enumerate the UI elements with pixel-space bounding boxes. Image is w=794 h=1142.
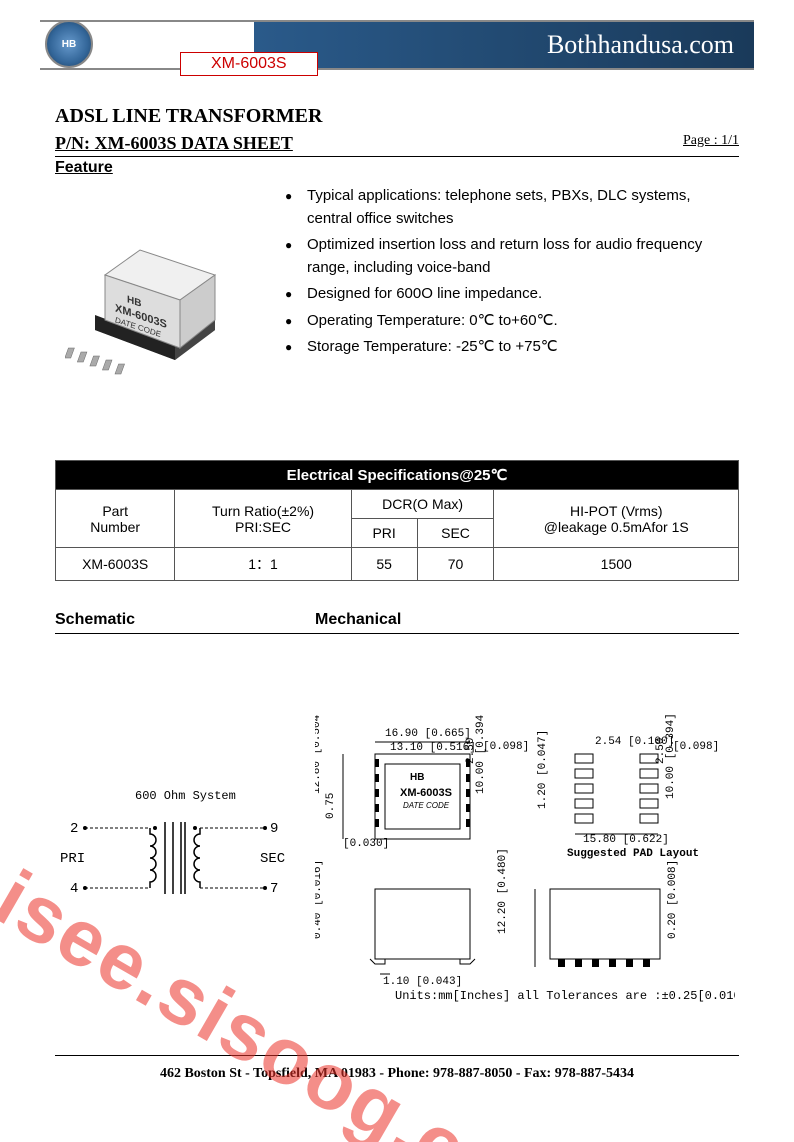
svg-text:0.75: 0.75: [325, 793, 337, 819]
svg-text:0.20 [0.008]: 0.20 [0.008]: [667, 860, 679, 939]
col-part-number: Part Number: [56, 490, 175, 548]
col-turn-ratio: Turn Ratio(±2%) PRI:SEC: [175, 490, 351, 548]
mechanical-label: Mechanical: [315, 611, 401, 629]
svg-text:4: 4: [70, 881, 78, 897]
svg-text:DATE CODE: DATE CODE: [403, 801, 450, 810]
subtitle: P/N: XM-6003S DATA SHEET: [55, 133, 293, 154]
cell-pri: 55: [351, 548, 417, 581]
svg-text:15.80 [0.622]: 15.80 [0.622]: [583, 834, 669, 846]
svg-text:SEC: SEC: [260, 851, 285, 867]
subtitle-row: P/N: XM-6003S DATA SHEET Page : 1/1: [55, 133, 739, 157]
svg-text:[0.098]: [0.098]: [673, 741, 719, 753]
svg-text:16.90 [0.665]: 16.90 [0.665]: [385, 728, 471, 740]
diagrams-row: 600 Ohm System 2 4 PRI 9 7 SEC: [55, 714, 739, 1009]
svg-text:0.40 [0.016]: 0.40 [0.016]: [315, 860, 324, 939]
col-dcr-sec: SEC: [417, 519, 494, 548]
svg-text:2: 2: [70, 821, 78, 837]
svg-text:HB: HB: [410, 772, 424, 783]
svg-text:12.80 [0.504]: 12.80 [0.504]: [315, 714, 323, 794]
table-row: XM-6003S 1：1 55 70 1500: [56, 548, 739, 581]
schematic-system-label: 600 Ohm System: [135, 789, 236, 803]
svg-text:Suggested PAD Layout: Suggested PAD Layout: [567, 848, 699, 860]
col-hipot: HI-POT (Vrms) @leakage 0.5mAfor 1S: [494, 490, 739, 548]
feature-heading: Feature: [55, 159, 739, 177]
cell-ratio: 1：1: [175, 548, 351, 581]
header-bar: HB XM-6003S Bothhandusa.com: [40, 20, 754, 70]
svg-text:[0.030]: [0.030]: [343, 838, 389, 850]
svg-text:XM-6003S: XM-6003S: [400, 787, 452, 799]
svg-text:2.50: 2.50: [465, 738, 477, 764]
svg-text:9: 9: [270, 821, 278, 837]
main-content: ADSL LINE TRANSFORMER P/N: XM-6003S DATA…: [0, 70, 794, 1009]
col-dcr: DCR(O Max): [351, 490, 494, 519]
footer: 462 Boston St - Topsfield, MA 01983 - Ph…: [55, 1055, 739, 1082]
section-labels: Schematic Mechanical: [55, 611, 739, 634]
svg-text:2.50: 2.50: [655, 738, 667, 764]
table-row: Part Number Turn Ratio(±2%) PRI:SEC DCR(…: [56, 490, 739, 519]
feature-list: Typical applications: telephone sets, PB…: [255, 185, 739, 410]
mechanical-diagram: HB XM-6003S DATE CODE 16.90 [0.665] 13.1…: [315, 714, 739, 1009]
feature-row: HB XM-6003S DATE CODE Typical applicatio…: [55, 185, 739, 410]
svg-text:1.10 [0.043]: 1.10 [0.043]: [383, 976, 462, 988]
feature-item: Operating Temperature: 0℃ to+60℃.: [285, 310, 739, 333]
svg-text:13.10 [0.516]: 13.10 [0.516]: [390, 742, 476, 754]
site-url: Bothhandusa.com: [547, 30, 734, 60]
feature-item: Optimized insertion loss and return loss…: [285, 234, 739, 279]
schematic-diagram: 600 Ohm System 2 4 PRI 9 7 SEC: [55, 784, 305, 1009]
logo-text: HB: [62, 39, 76, 50]
cell-sec: 70: [417, 548, 494, 581]
spec-table: Electrical Specifications@25℃ Part Numbe…: [55, 460, 739, 581]
cell-part: XM-6003S: [56, 548, 175, 581]
spec-table-title-row: Electrical Specifications@25℃: [56, 461, 739, 490]
svg-text:12.20 [0.480]: 12.20 [0.480]: [497, 848, 509, 934]
svg-text:[0.098]: [0.098]: [483, 741, 529, 753]
svg-text:PRI: PRI: [60, 851, 85, 867]
product-image: HB XM-6003S DATE CODE: [55, 210, 255, 410]
schematic-label: Schematic: [55, 611, 315, 629]
svg-text:Units:mm[Inches] all Tolerance: Units:mm[Inches] all Tolerances are :±0.…: [395, 989, 735, 1003]
feature-item: Typical applications: telephone sets, PB…: [285, 185, 739, 230]
svg-text:7: 7: [270, 881, 278, 897]
col-dcr-pri: PRI: [351, 519, 417, 548]
feature-item: Storage Temperature: -25℃ to +75℃: [285, 336, 739, 359]
feature-item: Designed for 600O line impedance.: [285, 283, 739, 306]
spec-table-title: Electrical Specifications@25℃: [56, 461, 739, 490]
svg-text:1.20 [0.047]: 1.20 [0.047]: [537, 730, 549, 809]
page-number: Page : 1/1: [683, 133, 739, 154]
company-logo: HB: [45, 20, 93, 68]
cell-hipot: 1500: [494, 548, 739, 581]
part-number-box: XM-6003S: [180, 52, 318, 76]
main-title: ADSL LINE TRANSFORMER: [55, 105, 739, 128]
